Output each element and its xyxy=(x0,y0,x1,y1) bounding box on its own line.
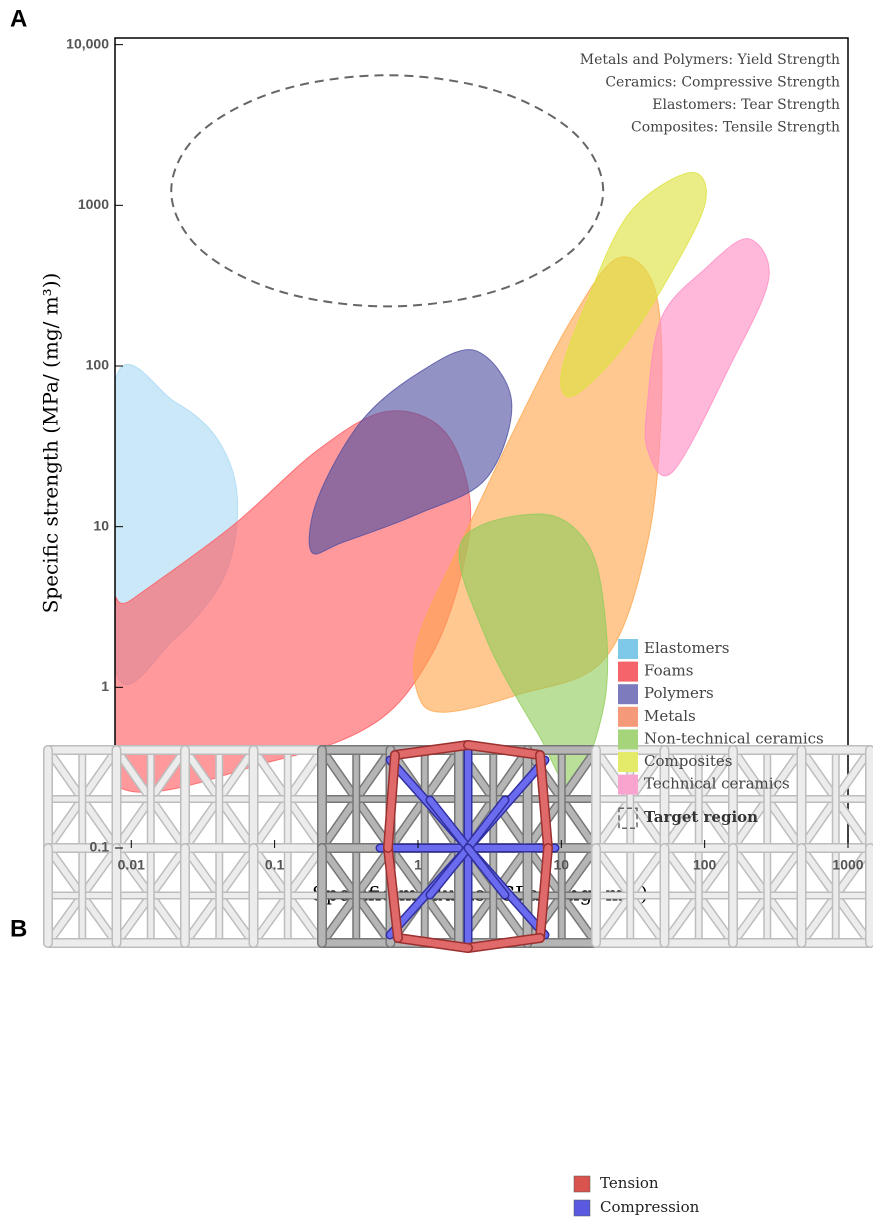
legend-swatch xyxy=(618,707,638,727)
y-axis-label: Specific strength (MPa/ (mg/ m³)) xyxy=(39,273,63,614)
legend-swatch xyxy=(618,639,638,659)
x-tick-label: 1000 xyxy=(832,857,863,873)
legend-label: Polymers xyxy=(644,684,714,702)
y-tick-label: 0.1 xyxy=(90,839,110,855)
x-tick-label: 0.01 xyxy=(118,857,145,873)
legend-label: Non-technical ceramics xyxy=(644,729,824,747)
legend-swatch xyxy=(618,729,638,749)
legend-swatch xyxy=(618,775,638,795)
panel-label: A xyxy=(10,5,27,32)
x-tick-label: 1 xyxy=(414,857,422,873)
y-tick-label: 1000 xyxy=(78,196,109,212)
annotation: Elastomers: Tear Strength xyxy=(652,97,840,113)
legend-label: Target region xyxy=(644,808,758,826)
annotation: Composites: Tensile Strength xyxy=(631,120,840,136)
legend-label: Technical ceramics xyxy=(644,775,790,793)
legend-swatch xyxy=(618,684,638,704)
y-tick-label: 100 xyxy=(86,357,110,373)
legend-label: Elastomers xyxy=(644,639,729,657)
y-tick-label: 10 xyxy=(93,517,109,533)
legend-label: Compression xyxy=(600,1198,700,1216)
legend-swatch xyxy=(618,662,638,682)
figure: A B Specific modulus (GPa/ (mg/ m³)) Spe… xyxy=(0,0,873,1219)
target-region xyxy=(171,75,603,306)
x-tick-label: 0.1 xyxy=(265,857,285,873)
x-tick-label: 100 xyxy=(693,857,717,873)
annotation: Metals and Polymers: Yield Strength xyxy=(580,52,840,68)
legend-swatch xyxy=(574,1176,590,1192)
legend-swatch xyxy=(618,752,638,772)
legend-label: Foams xyxy=(644,662,693,680)
x-tick-label: 10 xyxy=(554,857,570,873)
legend-swatch xyxy=(574,1200,590,1216)
y-tick-label: 1 xyxy=(101,678,109,694)
y-tick-label: 10,000 xyxy=(66,35,109,51)
panel-label: B xyxy=(10,915,27,942)
legend-label: Tension xyxy=(600,1174,659,1192)
legend-label: Composites xyxy=(644,752,732,770)
annotation: Ceramics: Compressive Strength xyxy=(605,75,840,91)
legend-label: Metals xyxy=(644,707,696,725)
